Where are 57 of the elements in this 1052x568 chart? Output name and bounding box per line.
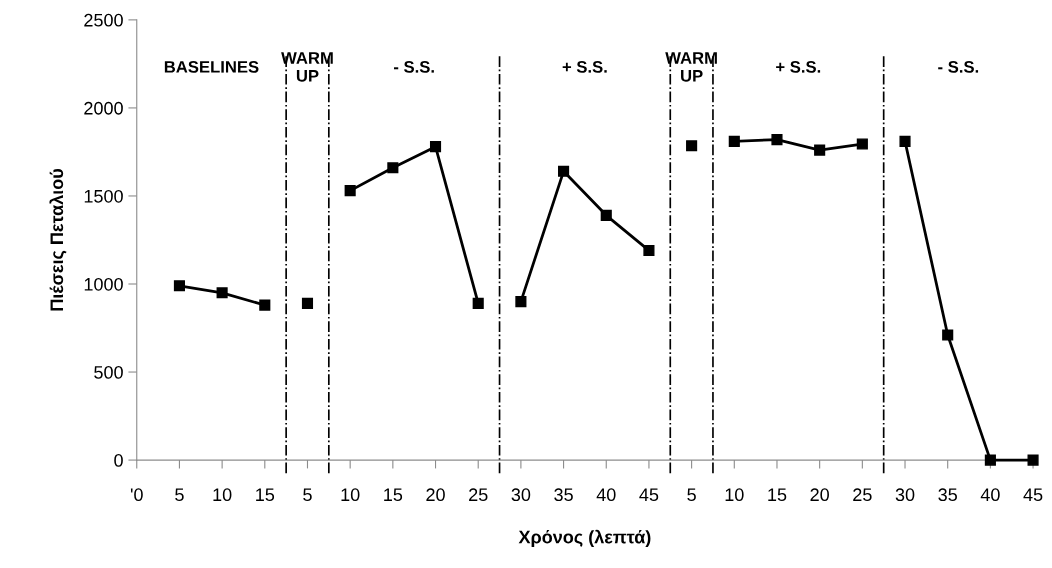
x-tick-label: 30 — [895, 488, 915, 502]
x-tick-label: 10 — [341, 488, 360, 502]
point — [429, 141, 442, 153]
x-tick-label: '0 — [130, 488, 143, 502]
x-tick-label: 45 — [639, 488, 659, 502]
x-axis-title: Χρόνος (λεπτά) — [518, 529, 651, 547]
point — [899, 135, 911, 147]
x-tick-label: 35 — [554, 488, 573, 502]
point — [387, 162, 399, 174]
annotation: BASELINES — [164, 60, 259, 73]
point — [814, 144, 826, 156]
point — [472, 297, 484, 309]
point — [771, 134, 783, 146]
x-tick-label: 5 — [303, 488, 312, 502]
x-tick-label: 15 — [768, 488, 787, 502]
y-tick-label: 0 — [114, 454, 123, 467]
point — [344, 185, 356, 197]
y-tick-label: 2000 — [84, 101, 123, 115]
point — [301, 297, 314, 309]
x-tick-label: 20 — [810, 488, 829, 502]
x-tick-label: 20 — [426, 488, 445, 502]
point — [643, 244, 655, 257]
annotation: + S.S. — [776, 60, 821, 73]
y-tick-label: 1000 — [84, 277, 123, 291]
x-tick-label: 40 — [596, 488, 616, 502]
annotation: - S.S. — [394, 60, 434, 73]
y-axis-title: Πιέσεις Πεταλιού — [49, 169, 67, 311]
x-tick-label: 35 — [938, 488, 957, 502]
x-tick-label: 15 — [256, 488, 275, 502]
point — [856, 138, 868, 150]
x-tick-label: 40 — [980, 488, 1000, 502]
annotation: WARM UP — [281, 52, 333, 82]
point — [942, 329, 954, 341]
x-tick-label: 45 — [1023, 488, 1043, 502]
annotation: - S.S. — [938, 60, 979, 73]
point — [216, 287, 228, 299]
y-tick-label: 1500 — [84, 189, 123, 203]
x-tick-label: 30 — [511, 488, 531, 502]
point — [515, 296, 527, 308]
point — [173, 280, 185, 292]
y-tick-label: 500 — [94, 365, 123, 379]
x-tick-label: 5 — [175, 488, 184, 502]
annotation: WARM UP — [665, 52, 717, 82]
annotation: + S.S. — [562, 60, 607, 73]
y-tick-label: 2500 — [84, 13, 123, 27]
point — [728, 135, 740, 147]
x-tick-label: 10 — [725, 488, 744, 502]
point — [600, 209, 612, 221]
point — [686, 140, 698, 152]
x-tick-label: 5 — [687, 488, 696, 502]
point — [259, 299, 271, 311]
x-tick-label: 10 — [213, 488, 232, 502]
point — [984, 454, 996, 466]
x-tick-label: 25 — [853, 488, 872, 502]
point — [558, 165, 570, 177]
x-tick-label: 25 — [469, 488, 488, 502]
x-tick-label: 15 — [384, 488, 403, 502]
